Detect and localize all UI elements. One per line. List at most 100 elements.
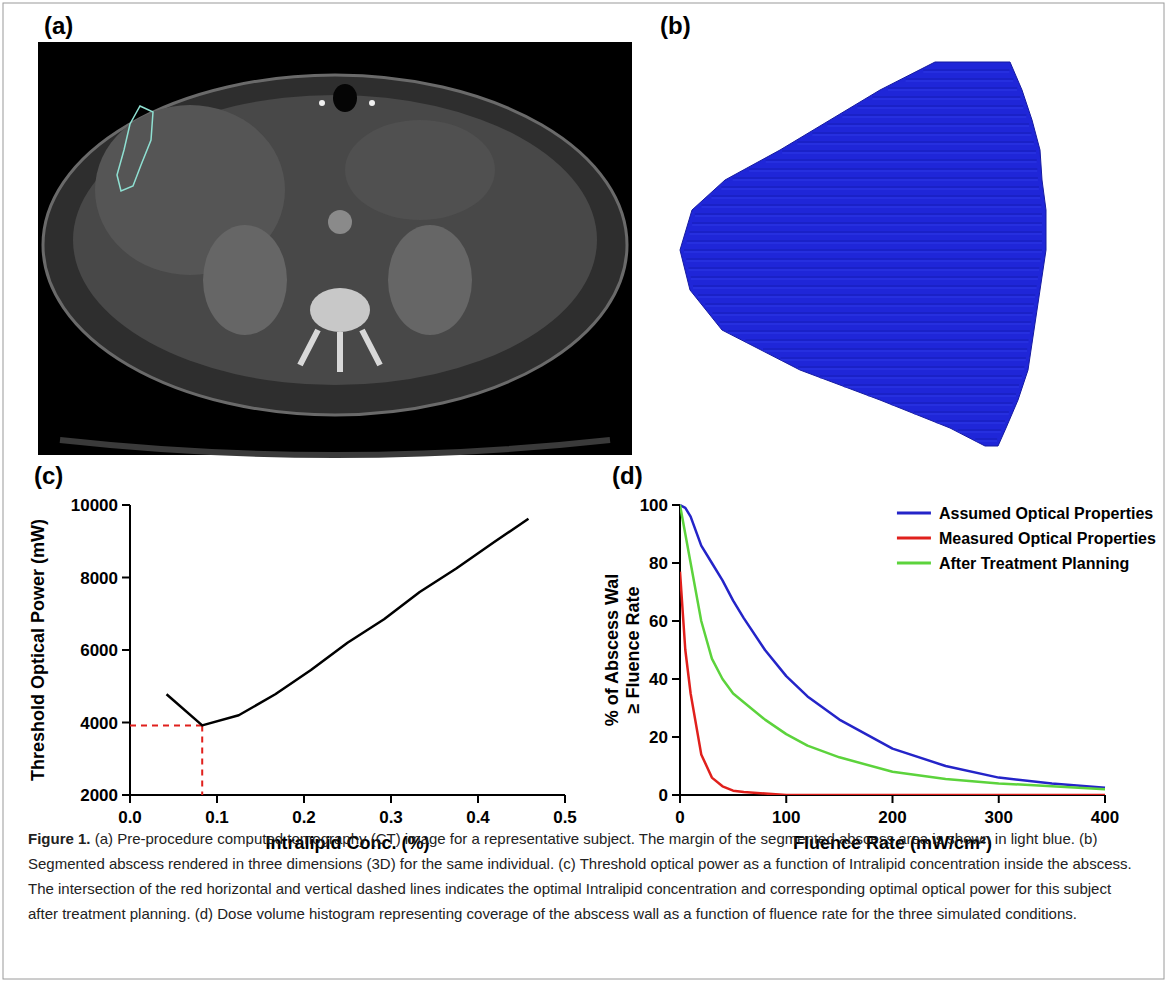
voxel-step [937, 421, 1006, 422]
y-tick [122, 649, 130, 651]
x-tick-label: 0.3 [379, 808, 403, 827]
voxel-step [923, 70, 1009, 71]
voxel-step [689, 234, 1042, 235]
voxel-step [686, 261, 1040, 262]
panel-label: (d) [612, 462, 643, 489]
voxel-step [781, 360, 1026, 361]
voxel-step [868, 396, 1016, 397]
voxel-step [702, 205, 1042, 206]
ct-kidney [203, 225, 287, 335]
series-line [167, 519, 529, 726]
y-tick-label: 60 [649, 612, 668, 631]
voxel-step [728, 331, 1030, 332]
voxel-step [872, 99, 1020, 100]
voxel-step [691, 279, 1038, 280]
voxel-step [958, 432, 1001, 433]
x-tick [998, 795, 1000, 803]
caption-title: Figure 1. [28, 830, 91, 847]
voxel-step [712, 315, 1032, 316]
voxel-step [746, 340, 1029, 341]
optimal-power-line [130, 724, 202, 726]
y-tick [672, 620, 680, 622]
ct-image [38, 42, 632, 455]
y-axis [679, 505, 681, 795]
voxel-step [797, 144, 1034, 145]
caption: Figure 1. (a) Pre-procedure computed tom… [28, 826, 1140, 926]
y-tick-label: 20 [649, 728, 668, 747]
ct-vertebra [310, 288, 370, 332]
y-tick-label: 10000 [71, 496, 118, 515]
legend-swatch [897, 537, 931, 540]
y-tick [672, 562, 680, 564]
voxel-step [691, 277, 1038, 278]
voxel-step [923, 72, 1009, 73]
ct-bowel [345, 120, 495, 220]
x-tick-label: 0.4 [466, 808, 490, 827]
voxel-step [812, 133, 1031, 134]
voxel-step [782, 151, 1036, 152]
x-tick [303, 795, 305, 803]
voxel-step [914, 414, 1009, 415]
voxel-step [820, 376, 1022, 377]
x-tick [892, 795, 894, 803]
optimal-conc-line [201, 725, 203, 795]
y-axis-title: ≥ Fluence Rate [623, 587, 643, 714]
series-line [680, 505, 1105, 789]
ct-table [60, 440, 610, 455]
chart: 0.00.10.20.30.40.5200040006000800010000I… [28, 496, 577, 853]
y-tick [672, 504, 680, 506]
voxel-step [705, 306, 1034, 307]
voxel-step [798, 367, 1024, 368]
voxel-step [857, 108, 1023, 109]
voxel-step [782, 153, 1036, 154]
voxel-step [812, 135, 1031, 136]
voxel-step [857, 106, 1023, 107]
abscess-shape [680, 62, 1046, 446]
series-line [680, 572, 1105, 795]
y-axis-title: % of Abscess Wal [602, 574, 622, 727]
x-tick [477, 795, 479, 803]
voxel-step [888, 88, 1017, 89]
y-tick [122, 504, 130, 506]
voxel-step [749, 169, 1037, 170]
y-tick [122, 577, 130, 579]
voxel-step [702, 207, 1042, 208]
voxel-step [906, 79, 1014, 80]
voxel-step [906, 81, 1014, 82]
voxel-step [733, 180, 1038, 181]
voxel-step [728, 333, 1030, 334]
series-line [680, 505, 1105, 788]
voxel-step [711, 198, 1040, 199]
chart: 0100200300400020406080100Fluence Rate (m… [602, 496, 1156, 853]
y-tick [672, 794, 680, 796]
voxel-step [872, 97, 1020, 98]
voxel-step [711, 196, 1040, 197]
voxel-step [687, 243, 1042, 244]
x-tick [129, 795, 131, 803]
voxel-step [693, 286, 1037, 287]
voxel-step [844, 385, 1019, 386]
x-tick-label: 0.5 [553, 808, 577, 827]
x-tick [1104, 795, 1106, 803]
voxel-step [914, 412, 1009, 413]
ct-background [38, 42, 632, 455]
legend: Assumed Optical PropertiesMeasured Optic… [897, 505, 1156, 572]
voxel-step [975, 439, 997, 440]
x-tick-label: 0.2 [292, 808, 316, 827]
y-tick [672, 736, 680, 738]
ct-tissue [73, 95, 597, 385]
x-tick-label: 0 [675, 808, 684, 827]
voxel-step [712, 313, 1032, 314]
ct-contrast [319, 100, 325, 106]
voxel-step [798, 369, 1024, 370]
legend-label: After Treatment Planning [939, 555, 1129, 572]
voxel-step [705, 304, 1034, 305]
legend-swatch [897, 562, 931, 565]
y-tick-label: 8000 [80, 569, 118, 588]
x-tick-label: 200 [878, 808, 906, 827]
ct-spine [300, 330, 380, 372]
voxel-step [763, 351, 1027, 352]
voxel-step [689, 270, 1040, 271]
voxel-step [975, 441, 997, 442]
ct-gas [333, 84, 357, 112]
